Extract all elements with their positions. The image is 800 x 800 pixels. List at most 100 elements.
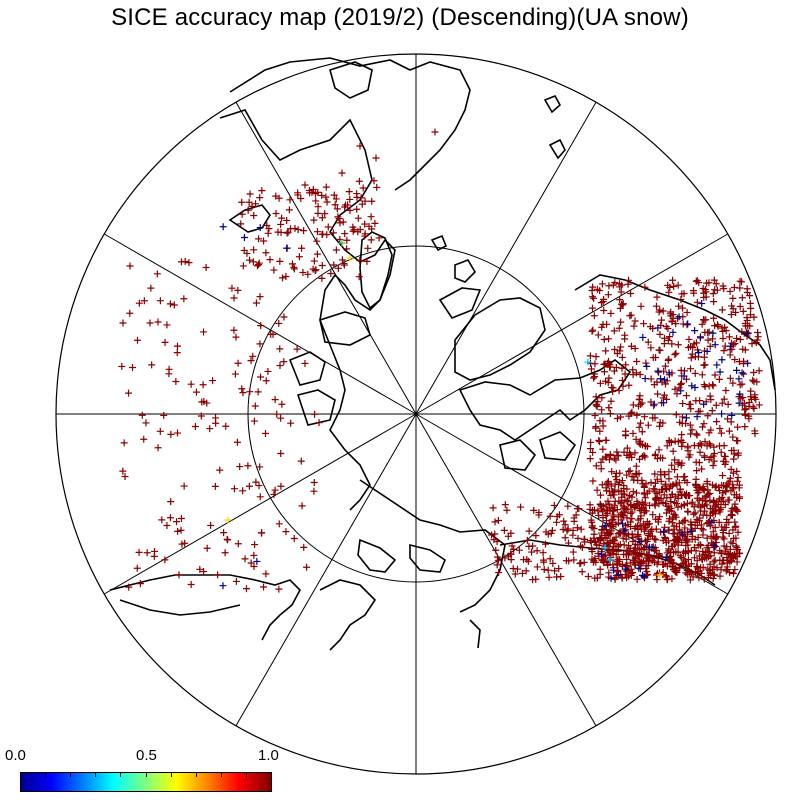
accuracy-marker xyxy=(309,185,317,193)
accuracy-marker xyxy=(293,345,301,353)
accuracy-marker xyxy=(742,405,750,413)
accuracy-marker xyxy=(755,401,763,409)
accuracy-marker xyxy=(627,518,635,526)
accuracy-marker xyxy=(701,438,709,446)
accuracy-marker xyxy=(657,375,665,383)
accuracy-marker xyxy=(629,569,637,577)
accuracy-marker xyxy=(592,424,600,432)
accuracy-marker xyxy=(660,340,668,348)
accuracy-marker xyxy=(632,470,640,478)
accuracy-marker xyxy=(735,358,743,366)
accuracy-marker xyxy=(602,377,610,385)
accuracy-marker xyxy=(706,571,714,579)
accuracy-marker xyxy=(725,333,733,341)
accuracy-marker xyxy=(625,542,633,550)
accuracy-marker xyxy=(643,442,651,450)
accuracy-marker xyxy=(611,345,619,353)
accuracy-marker xyxy=(618,477,626,485)
accuracy-marker xyxy=(623,485,631,493)
accuracy-marker xyxy=(595,436,603,444)
coastline-path xyxy=(319,311,371,346)
accuracy-marker xyxy=(664,506,672,514)
accuracy-marker xyxy=(609,543,617,551)
accuracy-marker xyxy=(675,302,683,310)
accuracy-marker xyxy=(595,512,603,520)
accuracy-marker xyxy=(739,307,747,315)
accuracy-marker xyxy=(609,515,617,523)
accuracy-marker xyxy=(597,458,605,466)
accuracy-marker xyxy=(727,507,735,515)
accuracy-marker xyxy=(346,206,354,214)
accuracy-marker xyxy=(318,262,326,270)
accuracy-marker xyxy=(625,276,633,284)
accuracy-marker xyxy=(612,363,620,371)
accuracy-marker xyxy=(655,308,663,316)
accuracy-marker xyxy=(669,311,677,319)
coastline-path xyxy=(539,431,577,461)
accuracy-marker xyxy=(242,585,250,593)
accuracy-marker xyxy=(675,313,683,321)
accuracy-marker xyxy=(431,128,439,136)
accuracy-marker xyxy=(547,529,555,537)
accuracy-marker xyxy=(732,534,740,542)
accuracy-marker xyxy=(256,493,264,501)
accuracy-marker xyxy=(634,476,642,484)
accuracy-marker xyxy=(631,525,639,533)
accuracy-marker xyxy=(660,399,668,407)
accuracy-marker xyxy=(666,438,674,446)
accuracy-marker xyxy=(555,565,563,573)
accuracy-marker xyxy=(634,530,642,538)
accuracy-marker xyxy=(656,571,664,579)
accuracy-marker xyxy=(628,472,636,480)
accuracy-marker xyxy=(693,298,701,306)
accuracy-marker xyxy=(154,318,162,326)
accuracy-marker xyxy=(286,196,294,204)
accuracy-marker xyxy=(126,262,134,270)
accuracy-marker xyxy=(664,336,672,344)
accuracy-marker xyxy=(670,282,678,290)
accuracy-marker xyxy=(578,568,586,576)
accuracy-marker xyxy=(654,324,662,332)
accuracy-marker xyxy=(197,412,205,420)
accuracy-marker xyxy=(700,452,708,460)
accuracy-marker xyxy=(572,511,580,519)
accuracy-marker xyxy=(312,197,320,205)
accuracy-marker xyxy=(734,423,742,431)
accuracy-marker xyxy=(671,456,679,464)
accuracy-marker xyxy=(736,390,744,398)
accuracy-marker xyxy=(720,542,728,550)
accuracy-marker xyxy=(670,549,678,557)
accuracy-marker xyxy=(606,556,614,564)
accuracy-marker xyxy=(656,422,664,430)
accuracy-marker xyxy=(717,448,725,456)
accuracy-marker xyxy=(598,394,606,402)
accuracy-marker xyxy=(175,571,183,579)
accuracy-marker xyxy=(738,369,746,377)
coastline-path xyxy=(329,61,373,99)
accuracy-marker xyxy=(354,214,362,222)
accuracy-marker xyxy=(655,550,663,558)
accuracy-marker xyxy=(726,287,734,295)
accuracy-marker xyxy=(722,327,730,335)
accuracy-marker xyxy=(741,411,749,419)
accuracy-marker xyxy=(627,410,635,418)
accuracy-marker xyxy=(343,245,351,253)
accuracy-marker xyxy=(629,488,637,496)
accuracy-marker xyxy=(643,536,651,544)
accuracy-marker xyxy=(243,249,251,257)
accuracy-marker xyxy=(741,423,749,431)
accuracy-marker xyxy=(260,583,268,591)
accuracy-marker xyxy=(250,563,258,571)
accuracy-marker xyxy=(731,340,739,348)
accuracy-marker xyxy=(656,346,664,354)
accuracy-marker xyxy=(310,257,318,265)
accuracy-marker xyxy=(172,378,180,386)
accuracy-marker xyxy=(688,498,696,506)
accuracy-marker xyxy=(549,559,557,567)
accuracy-marker xyxy=(618,300,626,308)
accuracy-marker xyxy=(628,408,636,416)
accuracy-marker xyxy=(283,244,291,252)
accuracy-marker xyxy=(674,281,682,289)
colorbar-tick xyxy=(271,772,272,777)
accuracy-marker xyxy=(677,295,685,303)
